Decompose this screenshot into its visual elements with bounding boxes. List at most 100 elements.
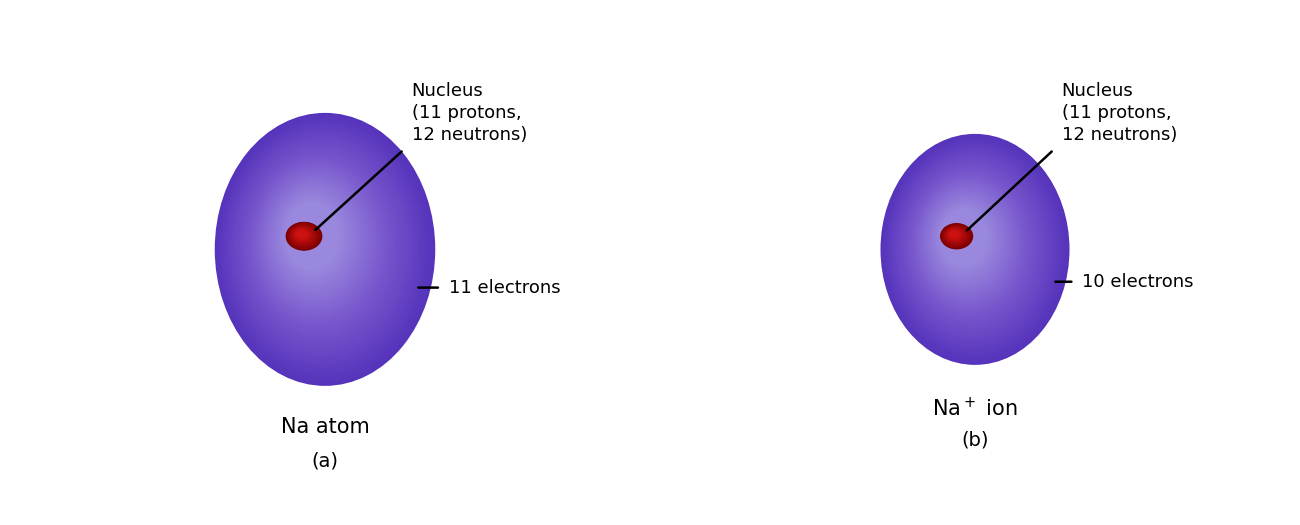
Ellipse shape xyxy=(242,147,398,341)
Ellipse shape xyxy=(237,141,406,350)
Ellipse shape xyxy=(885,140,1063,358)
Ellipse shape xyxy=(885,141,1062,356)
Ellipse shape xyxy=(945,227,966,244)
Ellipse shape xyxy=(277,193,348,281)
Ellipse shape xyxy=(881,136,1067,362)
Ellipse shape xyxy=(902,161,1040,329)
Ellipse shape xyxy=(932,198,998,280)
Ellipse shape xyxy=(937,205,992,271)
Ellipse shape xyxy=(220,120,428,377)
Ellipse shape xyxy=(940,223,974,249)
Ellipse shape xyxy=(907,167,1032,321)
Ellipse shape xyxy=(255,164,380,319)
Ellipse shape xyxy=(251,160,385,325)
Ellipse shape xyxy=(254,163,381,321)
Ellipse shape xyxy=(927,192,1006,289)
Ellipse shape xyxy=(894,152,1050,342)
Ellipse shape xyxy=(946,228,963,242)
Ellipse shape xyxy=(915,177,1022,308)
Ellipse shape xyxy=(260,171,373,310)
Ellipse shape xyxy=(243,149,396,340)
Ellipse shape xyxy=(941,224,972,248)
Ellipse shape xyxy=(238,143,403,346)
Ellipse shape xyxy=(891,147,1056,348)
Ellipse shape xyxy=(941,224,972,249)
Ellipse shape xyxy=(278,194,347,280)
Ellipse shape xyxy=(946,228,963,242)
Ellipse shape xyxy=(926,191,1006,290)
Ellipse shape xyxy=(898,156,1045,335)
Ellipse shape xyxy=(277,192,350,283)
Ellipse shape xyxy=(880,134,1070,365)
Ellipse shape xyxy=(274,190,352,286)
Ellipse shape xyxy=(942,225,970,246)
Ellipse shape xyxy=(264,175,368,304)
Ellipse shape xyxy=(292,228,311,242)
Ellipse shape xyxy=(230,132,415,361)
Ellipse shape xyxy=(930,195,1002,285)
Ellipse shape xyxy=(892,148,1054,346)
Ellipse shape xyxy=(939,207,989,269)
Ellipse shape xyxy=(235,140,407,351)
Ellipse shape xyxy=(224,124,424,371)
Ellipse shape xyxy=(891,146,1056,349)
Text: Nucleus
(11 protons,
12 neutrons): Nucleus (11 protons, 12 neutrons) xyxy=(412,82,526,144)
Ellipse shape xyxy=(227,129,419,365)
Ellipse shape xyxy=(254,162,382,322)
Ellipse shape xyxy=(944,226,967,245)
Ellipse shape xyxy=(935,202,994,275)
Ellipse shape xyxy=(936,204,992,273)
Ellipse shape xyxy=(238,142,404,348)
Ellipse shape xyxy=(920,184,1015,300)
Ellipse shape xyxy=(246,153,393,334)
Ellipse shape xyxy=(942,226,968,246)
Ellipse shape xyxy=(246,152,394,335)
Ellipse shape xyxy=(214,113,436,386)
Ellipse shape xyxy=(248,156,389,329)
Ellipse shape xyxy=(930,196,1002,284)
Ellipse shape xyxy=(221,121,426,376)
Ellipse shape xyxy=(941,224,971,248)
Ellipse shape xyxy=(234,137,410,354)
Ellipse shape xyxy=(230,133,413,360)
Ellipse shape xyxy=(291,226,315,244)
Ellipse shape xyxy=(889,144,1058,351)
Ellipse shape xyxy=(941,224,971,247)
Ellipse shape xyxy=(889,145,1057,350)
Ellipse shape xyxy=(248,155,390,331)
Ellipse shape xyxy=(906,167,1034,322)
Ellipse shape xyxy=(240,145,400,344)
Ellipse shape xyxy=(272,186,356,290)
Ellipse shape xyxy=(903,163,1037,327)
Ellipse shape xyxy=(881,135,1069,364)
Ellipse shape xyxy=(887,141,1061,355)
Ellipse shape xyxy=(287,224,320,248)
Ellipse shape xyxy=(913,175,1024,311)
Ellipse shape xyxy=(290,226,315,245)
Ellipse shape xyxy=(897,154,1046,338)
Ellipse shape xyxy=(295,229,308,239)
Ellipse shape xyxy=(216,114,434,384)
Ellipse shape xyxy=(896,154,1048,339)
Ellipse shape xyxy=(294,228,309,241)
Ellipse shape xyxy=(250,157,387,328)
Ellipse shape xyxy=(901,160,1041,331)
Ellipse shape xyxy=(263,174,369,306)
Text: Na$^+$ ion: Na$^+$ ion xyxy=(932,396,1018,419)
Ellipse shape xyxy=(289,225,317,247)
Ellipse shape xyxy=(285,202,339,270)
Ellipse shape xyxy=(893,150,1052,344)
Ellipse shape xyxy=(945,227,965,243)
Ellipse shape xyxy=(291,226,315,245)
Ellipse shape xyxy=(924,189,1009,292)
Ellipse shape xyxy=(915,178,1022,307)
Ellipse shape xyxy=(901,159,1041,332)
Ellipse shape xyxy=(910,171,1030,317)
Ellipse shape xyxy=(295,229,307,239)
Ellipse shape xyxy=(289,224,318,247)
Ellipse shape xyxy=(945,227,966,244)
Ellipse shape xyxy=(936,203,993,274)
Ellipse shape xyxy=(944,226,967,244)
Ellipse shape xyxy=(229,131,416,363)
Ellipse shape xyxy=(286,222,322,250)
